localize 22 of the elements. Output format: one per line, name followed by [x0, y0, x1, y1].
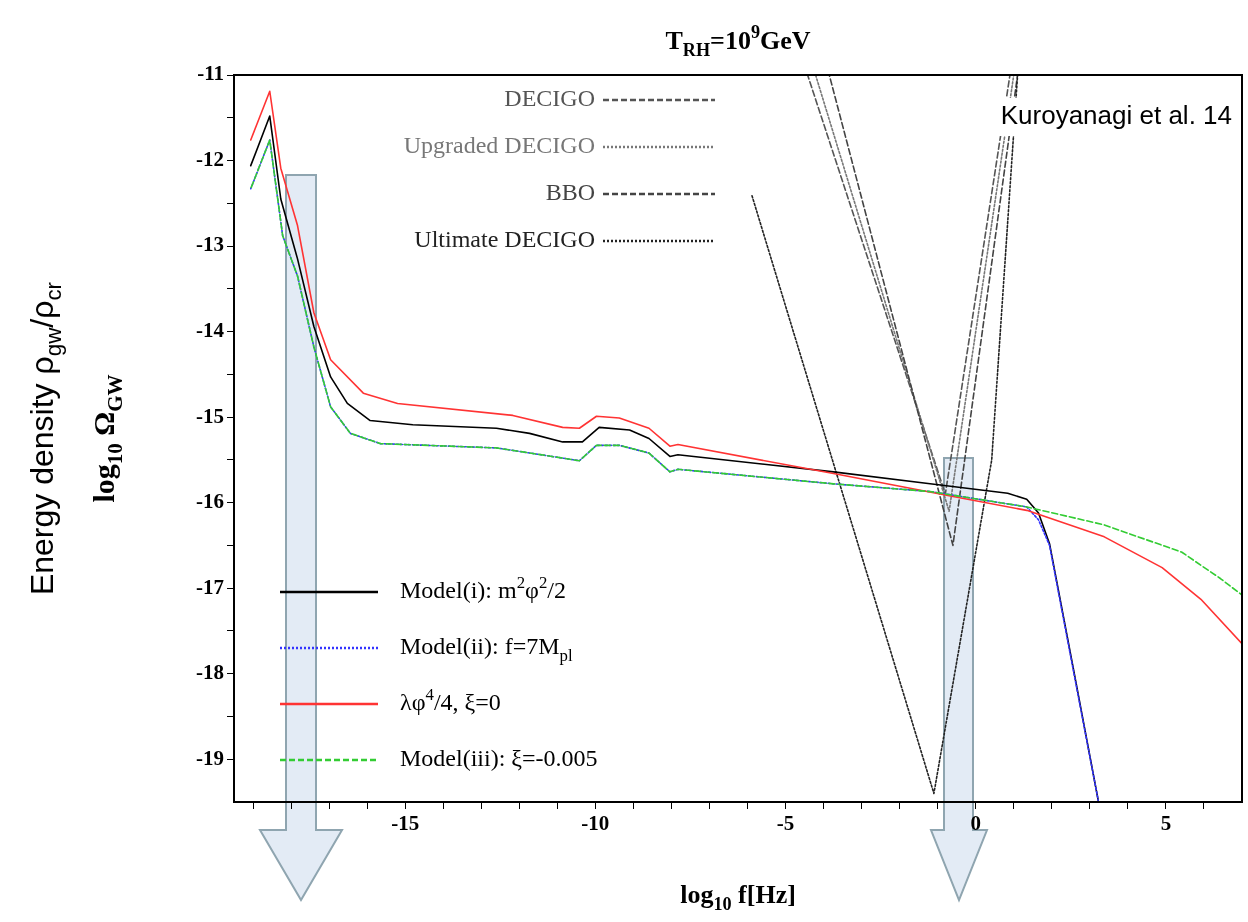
- text: Energy density ρgw/ρcr: [23, 281, 67, 596]
- y-tick-label: -13: [196, 232, 224, 257]
- x-tick-label: -5: [776, 811, 795, 836]
- legend-label: Model(iii): ξ=-0.005: [400, 745, 598, 772]
- y-tick-label: -11: [197, 61, 224, 86]
- x-tick-label: -10: [581, 811, 610, 836]
- y-tick-label: -12: [196, 146, 224, 171]
- text: Upgraded DECIGO: [403, 132, 596, 159]
- x-tick-label: -15: [391, 811, 420, 836]
- text: Ultimate DECIGO: [414, 226, 596, 253]
- y-tick-label: -16: [196, 489, 224, 514]
- text: DECIGO: [504, 85, 595, 112]
- y-tick-label: -17: [196, 574, 224, 599]
- y-tick-label: -18: [196, 660, 224, 685]
- x-tick-label: 5: [1160, 811, 1172, 836]
- y-tick-label: -15: [196, 403, 224, 428]
- y-tick-label: -19: [196, 745, 224, 770]
- text: BBO: [545, 179, 596, 206]
- y-axis-title: log10 ΩGW: [86, 374, 127, 503]
- annotation: Kuroyanagi et al. 14: [1000, 100, 1233, 131]
- x-tick-label: 0: [970, 811, 981, 836]
- y-tick-label: -14: [196, 318, 225, 343]
